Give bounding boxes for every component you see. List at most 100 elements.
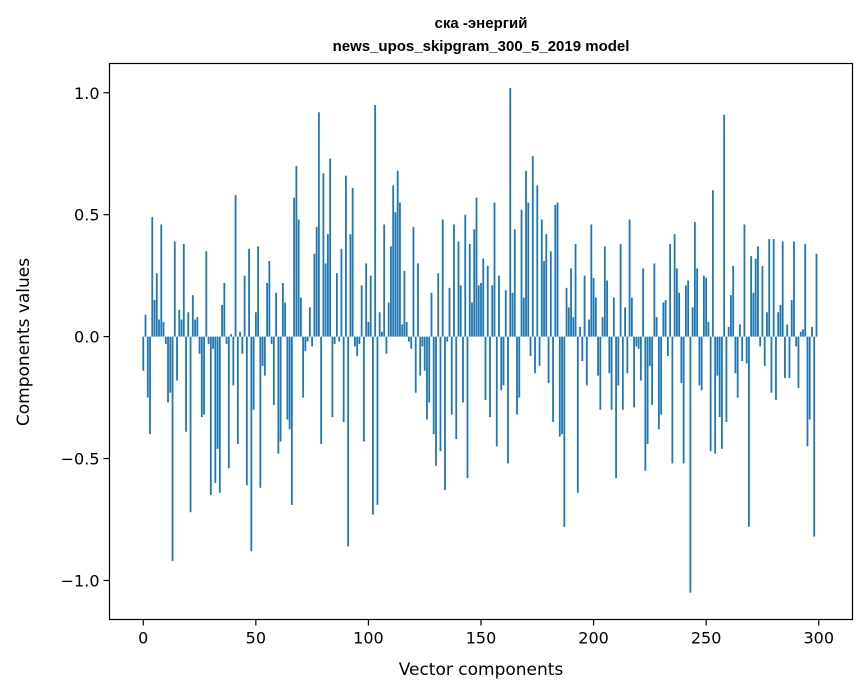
bar-288 bbox=[790, 300, 793, 337]
bar-113 bbox=[396, 170, 399, 337]
bar-131 bbox=[437, 273, 440, 337]
bar-73 bbox=[306, 336, 309, 342]
bar-152 bbox=[484, 336, 487, 401]
bar-93 bbox=[351, 187, 354, 337]
bar-296 bbox=[808, 336, 811, 420]
bar-97 bbox=[360, 285, 363, 337]
bar-149 bbox=[477, 285, 480, 337]
bar-191 bbox=[572, 317, 575, 337]
bar-115 bbox=[401, 324, 404, 337]
bar-210 bbox=[615, 336, 617, 479]
bar-194 bbox=[579, 326, 581, 337]
bar-107 bbox=[383, 224, 386, 337]
bar-162 bbox=[507, 336, 509, 464]
bar-251 bbox=[707, 321, 710, 337]
bar-268 bbox=[745, 336, 748, 364]
bar-272 bbox=[754, 258, 757, 337]
bar-142 bbox=[462, 336, 464, 403]
bar-282 bbox=[777, 312, 780, 337]
bar-173 bbox=[531, 156, 534, 337]
bar-219 bbox=[635, 336, 638, 347]
bar-276 bbox=[763, 336, 766, 366]
bar-267 bbox=[743, 224, 746, 337]
bar-34 bbox=[218, 336, 221, 493]
bar-226 bbox=[651, 336, 654, 405]
bar-54 bbox=[263, 336, 266, 376]
bar-281 bbox=[775, 336, 777, 401]
bar-147 bbox=[473, 229, 476, 337]
bar-69 bbox=[297, 219, 300, 337]
bar-269 bbox=[748, 336, 750, 527]
bar-273 bbox=[757, 246, 759, 337]
bar-126 bbox=[426, 336, 428, 420]
bar-25 bbox=[198, 336, 201, 354]
bar-237 bbox=[675, 268, 678, 337]
bar-213 bbox=[621, 336, 624, 410]
bar-264 bbox=[736, 336, 739, 398]
bar-56 bbox=[268, 261, 271, 337]
bar-167 bbox=[518, 336, 521, 398]
bar-299 bbox=[815, 253, 818, 337]
bar-63 bbox=[284, 302, 287, 337]
bar-70 bbox=[299, 297, 302, 337]
bar-81 bbox=[324, 263, 327, 337]
bar-153 bbox=[486, 265, 489, 337]
bar-128 bbox=[430, 292, 433, 337]
bar-48 bbox=[250, 336, 253, 552]
bar-285 bbox=[784, 336, 786, 379]
bar-217 bbox=[630, 297, 633, 337]
bar-225 bbox=[648, 336, 651, 366]
bar-141 bbox=[459, 285, 462, 337]
bar-231 bbox=[662, 302, 665, 337]
bar-195 bbox=[581, 336, 584, 362]
bar-76 bbox=[313, 253, 316, 337]
bar-249 bbox=[703, 275, 705, 337]
bar-193 bbox=[576, 336, 579, 493]
bar-161 bbox=[504, 290, 507, 337]
x-axis-label: Vector components bbox=[399, 660, 564, 680]
bar-16 bbox=[178, 309, 181, 337]
bar-190 bbox=[570, 268, 572, 337]
bar-245 bbox=[693, 222, 696, 337]
bar-35 bbox=[221, 304, 223, 337]
bar-106 bbox=[381, 331, 383, 337]
bar-168 bbox=[520, 209, 523, 337]
bar-11 bbox=[167, 336, 169, 403]
y-tick-label-3: 0.5 bbox=[74, 206, 99, 225]
bar-291 bbox=[797, 336, 800, 388]
bar-91 bbox=[347, 336, 350, 547]
bar-159 bbox=[500, 336, 503, 391]
bar-229 bbox=[657, 336, 660, 430]
bar-71 bbox=[302, 336, 305, 398]
bar-0 bbox=[142, 336, 145, 371]
bar-275 bbox=[761, 265, 764, 337]
bar-138 bbox=[453, 224, 455, 337]
bar-244 bbox=[691, 307, 694, 337]
bar-75 bbox=[311, 336, 314, 347]
bar-3 bbox=[149, 336, 151, 435]
bar-292 bbox=[799, 331, 802, 337]
chart-title-line-2: news_upos_skipgram_300_5_2019 model bbox=[333, 38, 630, 55]
bar-59 bbox=[275, 292, 278, 337]
bar-125 bbox=[423, 336, 426, 371]
bar-1 bbox=[144, 314, 147, 337]
bar-169 bbox=[522, 297, 525, 337]
bar-127 bbox=[428, 336, 431, 403]
bar-186 bbox=[561, 336, 563, 435]
y-axis-ticks: −1.0 −0.5 0.0 0.5 1.0 bbox=[61, 84, 110, 590]
bar-266 bbox=[741, 336, 744, 362]
bar-135 bbox=[446, 336, 449, 342]
bar-64 bbox=[286, 336, 289, 420]
bar-279 bbox=[770, 336, 773, 393]
bar-241 bbox=[684, 285, 687, 337]
bar-95 bbox=[356, 336, 359, 357]
bar-41 bbox=[234, 195, 237, 337]
bar-287 bbox=[788, 336, 791, 379]
bar-6 bbox=[155, 273, 158, 337]
bar-49 bbox=[252, 336, 255, 410]
bar-116 bbox=[403, 270, 406, 337]
bar-117 bbox=[405, 321, 408, 337]
bar-261 bbox=[730, 295, 732, 337]
bar-9 bbox=[162, 321, 165, 337]
